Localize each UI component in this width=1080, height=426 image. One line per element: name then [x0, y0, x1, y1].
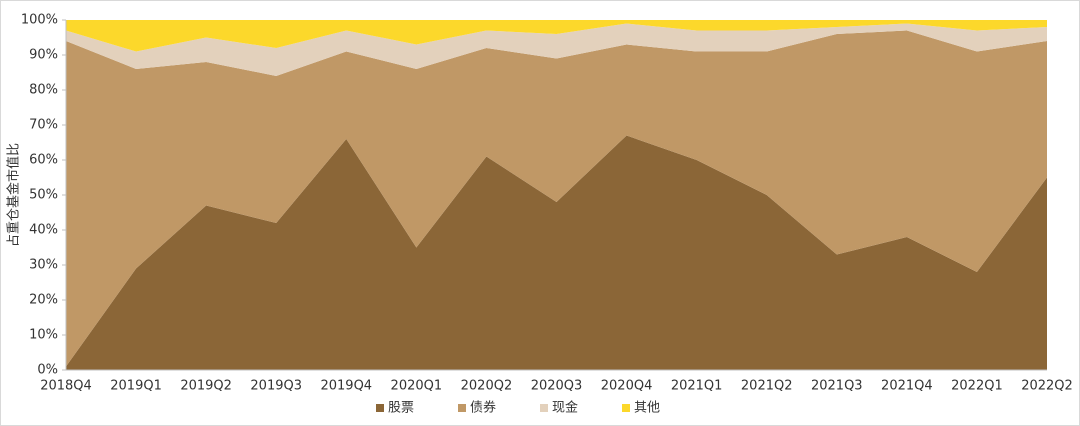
- legend-swatch: [458, 404, 466, 412]
- y-tick-label: 90%: [29, 48, 58, 63]
- y-tick-label: 50%: [29, 188, 58, 203]
- x-tick-label: 2022Q2: [1021, 379, 1073, 394]
- area: [66, 30, 1047, 367]
- x-tick-label: 2019Q2: [180, 379, 232, 394]
- legend-label: 现金: [552, 400, 578, 416]
- x-tick-label: 2022Q1: [951, 379, 1003, 394]
- legend-swatch: [376, 404, 384, 412]
- x-tick-label: 2019Q4: [320, 379, 372, 394]
- x-tick-label: 2021Q2: [741, 379, 793, 394]
- x-tick-label: 2021Q4: [881, 379, 933, 394]
- x-tick-label: 2020Q1: [391, 379, 443, 394]
- y-tick-label: 20%: [29, 293, 58, 308]
- x-tick-label: 2018Q4: [40, 379, 92, 394]
- area: [66, 23, 1047, 76]
- y-tick-label: 30%: [29, 258, 58, 273]
- x-tick-label: 2020Q4: [601, 379, 653, 394]
- x-tick-label: 2019Q1: [110, 379, 162, 394]
- y-tick-label: 70%: [29, 118, 58, 133]
- area: [66, 20, 1047, 52]
- x-tick-label: 2019Q3: [250, 379, 302, 394]
- x-tick-label: 2020Q3: [531, 379, 583, 394]
- x-tick-label: 2021Q3: [811, 379, 863, 394]
- y-tick-label: 0%: [37, 363, 58, 378]
- legend-label: 债券: [470, 400, 496, 416]
- area: [66, 135, 1047, 370]
- y-tick-label: 100%: [21, 13, 58, 28]
- y-axis-label: 占重仓基金市值比: [6, 143, 22, 247]
- x-tick-label: 2021Q1: [671, 379, 723, 394]
- y-tick-label: 60%: [29, 153, 58, 168]
- y-tick-label: 10%: [29, 328, 58, 343]
- legend-label: 股票: [388, 401, 414, 416]
- legend-swatch: [622, 404, 630, 412]
- legend-label: 其他: [634, 401, 660, 416]
- y-tick-label: 40%: [29, 223, 58, 238]
- x-tick-label: 2020Q2: [461, 379, 513, 394]
- legend-swatch: [540, 404, 548, 412]
- y-tick-label: 80%: [29, 83, 58, 98]
